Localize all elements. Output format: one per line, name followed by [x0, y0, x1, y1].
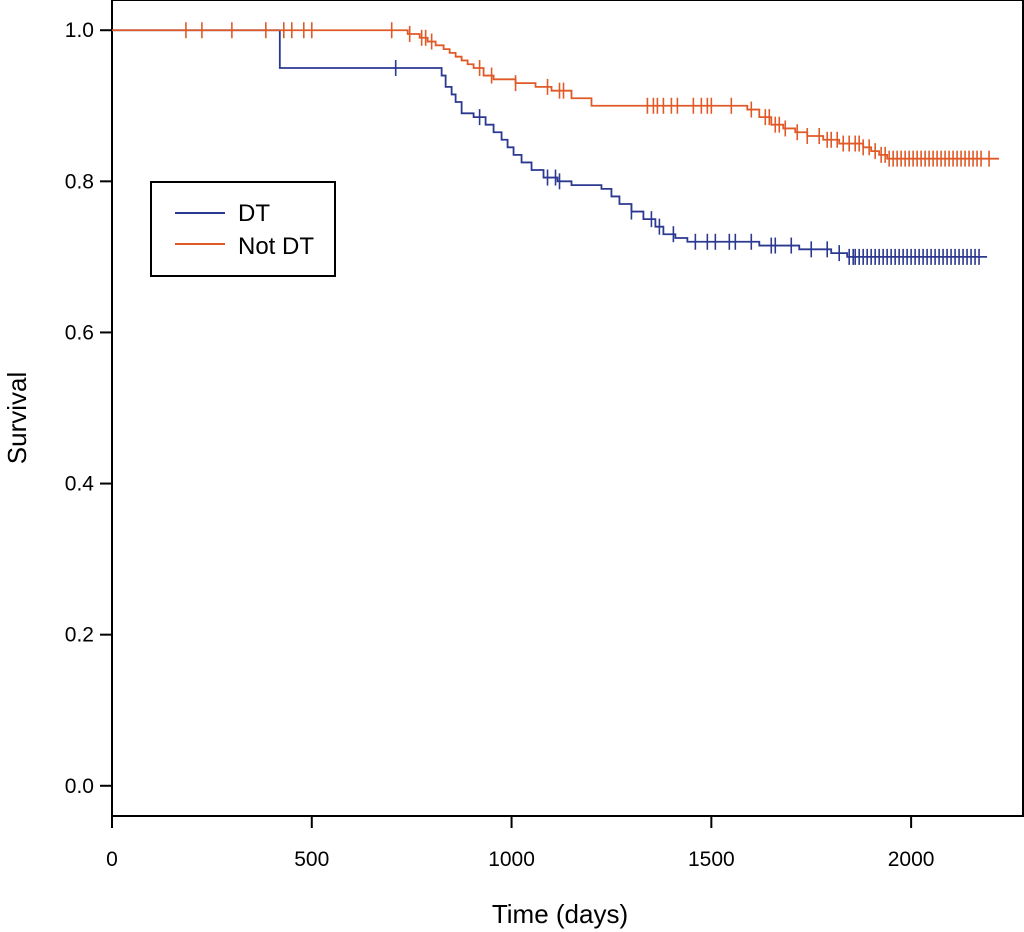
series-dt: [112, 29, 988, 265]
y-axis-title: Survival: [2, 372, 32, 464]
x-tick-label: 500: [294, 848, 329, 871]
survival-curve-dt: [112, 29, 988, 258]
x-tick-label: 1000: [488, 848, 535, 871]
y-tick-label: 0.2: [65, 624, 94, 647]
y-axis: 0.0 0.2 0.4 0.6 0.8 1.0: [65, 19, 112, 798]
legend-label-not-dt: Not DT: [238, 233, 314, 260]
y-tick-label: 1.0: [65, 19, 94, 42]
survival-curve-not-dt: [112, 29, 1000, 160]
y-tick-label: 0.8: [65, 170, 94, 193]
plot-frame: [111, 0, 1024, 817]
series-layer: [112, 22, 1000, 265]
x-tick-label: 1500: [688, 848, 735, 871]
y-tick-label: 0.6: [65, 321, 94, 344]
x-tick-label: 2000: [888, 848, 935, 871]
x-tick-label: 0: [106, 848, 118, 871]
legend: DT Not DT: [150, 181, 336, 277]
x-axis-title: Time (days): [492, 899, 628, 929]
legend-box: [150, 181, 336, 277]
x-axis: 0 500 1000 1500 2000: [106, 816, 934, 871]
legend-label-dt: DT: [238, 200, 270, 227]
y-tick-label: 0.4: [65, 473, 95, 496]
y-tick-label: 0.0: [65, 775, 94, 798]
series-not-dt: [112, 22, 1000, 167]
